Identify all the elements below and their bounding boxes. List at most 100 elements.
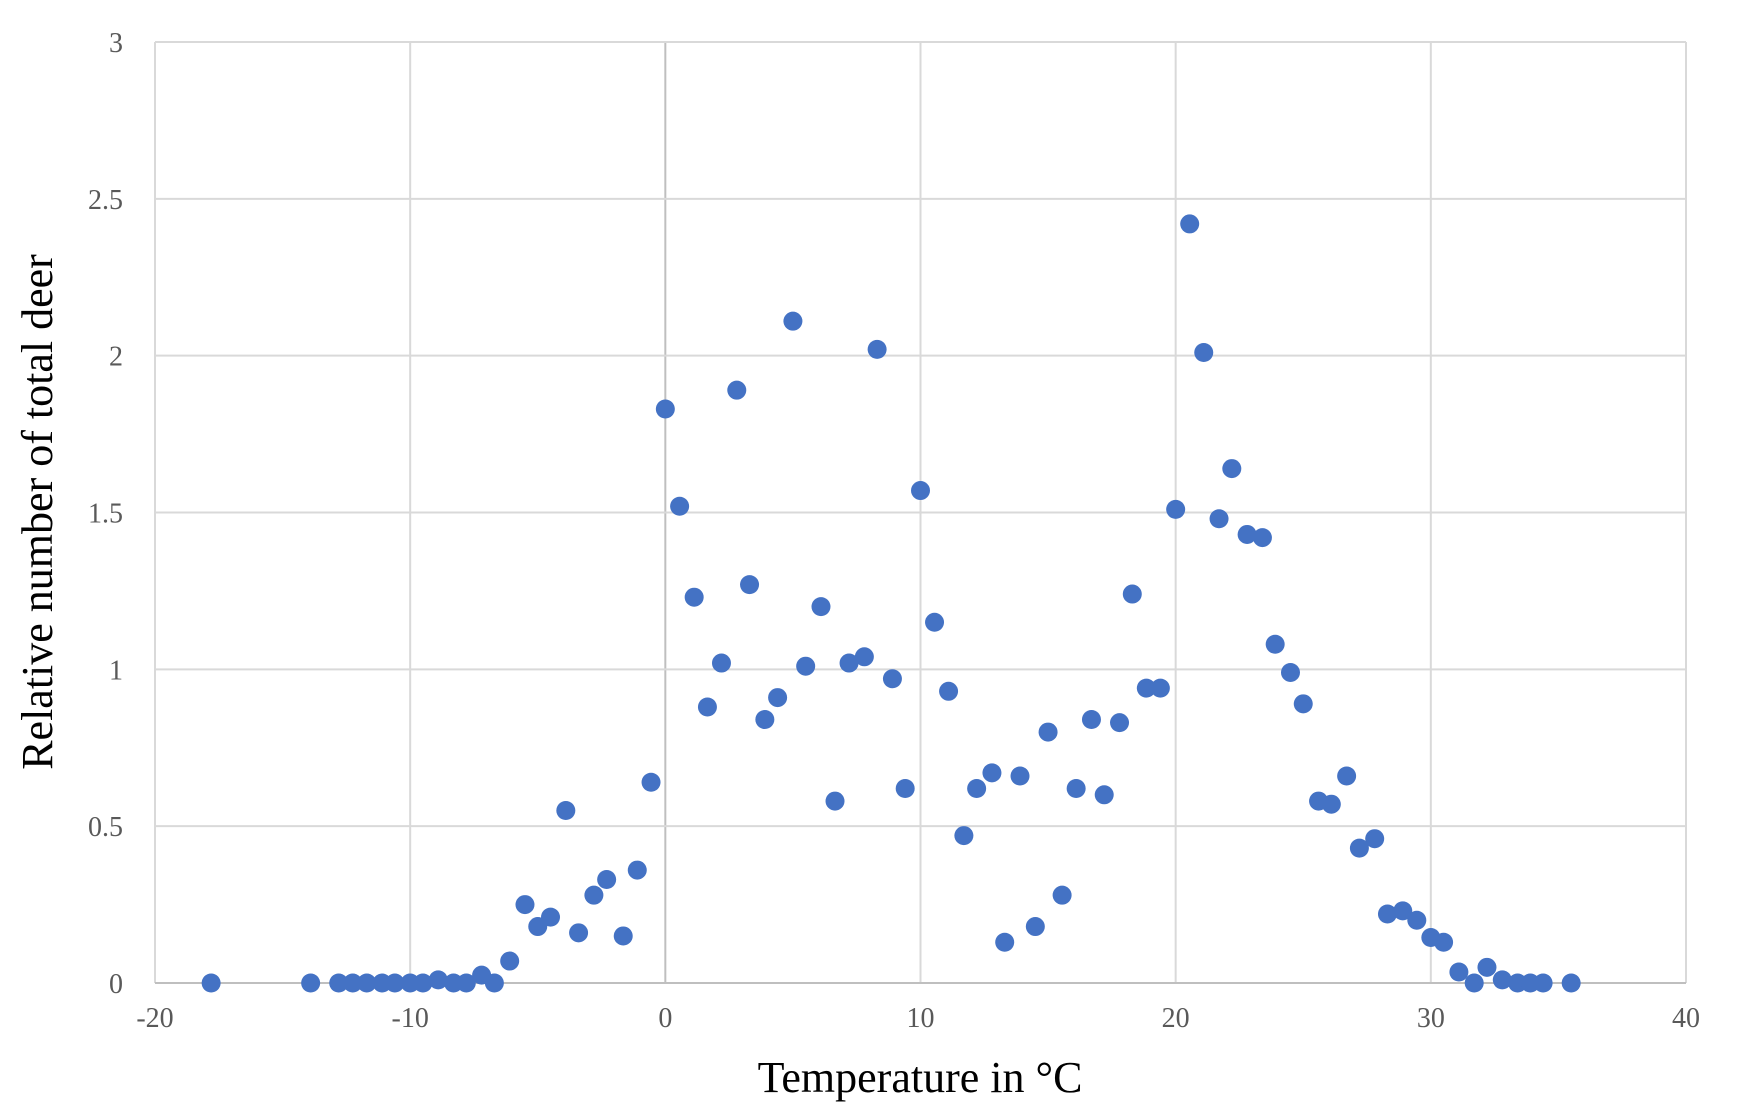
data-point xyxy=(684,587,704,607)
data-point xyxy=(641,772,661,792)
data-point xyxy=(385,973,405,993)
data-point xyxy=(967,779,987,799)
data-point xyxy=(796,656,816,676)
data-point xyxy=(882,669,902,689)
data-point xyxy=(755,710,775,730)
y-tick-label: 2.5 xyxy=(88,185,123,216)
y-tick-label: 1.5 xyxy=(88,499,123,530)
data-point xyxy=(1222,459,1242,479)
data-point xyxy=(783,311,803,331)
data-point xyxy=(711,653,731,673)
data-point xyxy=(515,895,535,915)
y-tick-label: 3 xyxy=(109,28,123,59)
data-point xyxy=(1321,794,1341,814)
data-point xyxy=(1194,343,1214,363)
data-point xyxy=(556,800,576,820)
data-point xyxy=(1252,528,1272,548)
data-point xyxy=(357,973,377,993)
y-tick-label: 0.5 xyxy=(88,812,123,843)
data-point xyxy=(740,575,760,595)
data-point xyxy=(1464,973,1484,993)
data-point xyxy=(1349,838,1369,858)
data-point xyxy=(768,688,788,708)
y-tick-label: 2 xyxy=(109,342,123,373)
data-point xyxy=(1066,779,1086,799)
data-point xyxy=(670,496,690,516)
data-point xyxy=(329,973,349,993)
data-points xyxy=(201,214,1581,993)
y-axis-title: Relative number of total deer xyxy=(13,254,62,770)
data-point xyxy=(1150,678,1170,698)
x-tick-label: 30 xyxy=(1417,1003,1445,1034)
data-point xyxy=(201,973,221,993)
data-point xyxy=(1434,932,1454,952)
data-point xyxy=(939,681,959,701)
data-point xyxy=(1122,584,1142,604)
data-point xyxy=(1136,678,1156,698)
x-tick-label: -10 xyxy=(392,1003,429,1034)
data-point xyxy=(1365,829,1385,849)
y-tick-labels: 0 0.5 1 1.5 2 2.5 3 xyxy=(88,28,123,1000)
grid xyxy=(154,41,1687,984)
data-point xyxy=(1025,917,1045,937)
data-point xyxy=(867,339,887,359)
y-tick-label: 1 xyxy=(109,655,123,686)
data-point xyxy=(569,923,589,943)
data-point xyxy=(1393,901,1413,921)
data-point xyxy=(911,481,930,501)
data-point xyxy=(597,869,617,889)
data-point xyxy=(925,612,945,632)
data-point xyxy=(613,926,633,946)
x-tick-labels: -20 -10 0 10 20 30 40 xyxy=(136,1003,1700,1034)
data-point xyxy=(456,973,476,993)
data-point xyxy=(1337,766,1357,786)
data-point xyxy=(484,973,504,993)
data-point xyxy=(995,932,1015,952)
data-point xyxy=(1477,957,1497,977)
data-point xyxy=(413,973,433,993)
x-tick-label: 40 xyxy=(1672,1003,1700,1034)
data-point xyxy=(839,653,859,673)
data-point xyxy=(1010,766,1030,786)
data-point xyxy=(301,973,321,993)
x-tick-label: 0 xyxy=(658,1003,672,1034)
data-point xyxy=(895,779,915,799)
data-point xyxy=(1237,524,1257,544)
data-point xyxy=(1293,694,1313,714)
data-point xyxy=(1492,970,1512,990)
data-point xyxy=(1449,962,1469,982)
x-axis-title: Temperature in °C xyxy=(758,1053,1083,1102)
data-point xyxy=(1110,713,1130,733)
data-point xyxy=(727,380,747,400)
data-point xyxy=(1038,722,1058,742)
data-point xyxy=(697,697,717,717)
data-point xyxy=(982,763,1002,783)
data-point xyxy=(500,951,520,971)
data-point xyxy=(1265,634,1285,654)
data-point xyxy=(1407,910,1427,930)
x-tick-label: 10 xyxy=(907,1003,935,1034)
data-point xyxy=(1081,710,1101,730)
data-point xyxy=(655,399,675,419)
y-tick-label: 0 xyxy=(109,969,123,1000)
data-point xyxy=(1561,973,1581,993)
data-point xyxy=(343,973,363,993)
data-point xyxy=(1180,214,1200,234)
data-point xyxy=(1280,662,1300,682)
data-point xyxy=(1094,785,1114,805)
data-point xyxy=(584,885,604,905)
data-point xyxy=(854,647,874,667)
data-point xyxy=(1209,509,1229,529)
data-point xyxy=(954,826,974,846)
data-point xyxy=(1166,499,1186,519)
x-tick-label: -20 xyxy=(136,1003,173,1034)
data-point xyxy=(1533,973,1553,993)
data-point xyxy=(1377,904,1397,924)
data-point xyxy=(1052,885,1072,905)
data-point xyxy=(627,860,647,880)
x-tick-label: 20 xyxy=(1162,1003,1190,1034)
data-point xyxy=(825,791,845,811)
data-point xyxy=(811,597,831,617)
data-point xyxy=(541,907,561,927)
